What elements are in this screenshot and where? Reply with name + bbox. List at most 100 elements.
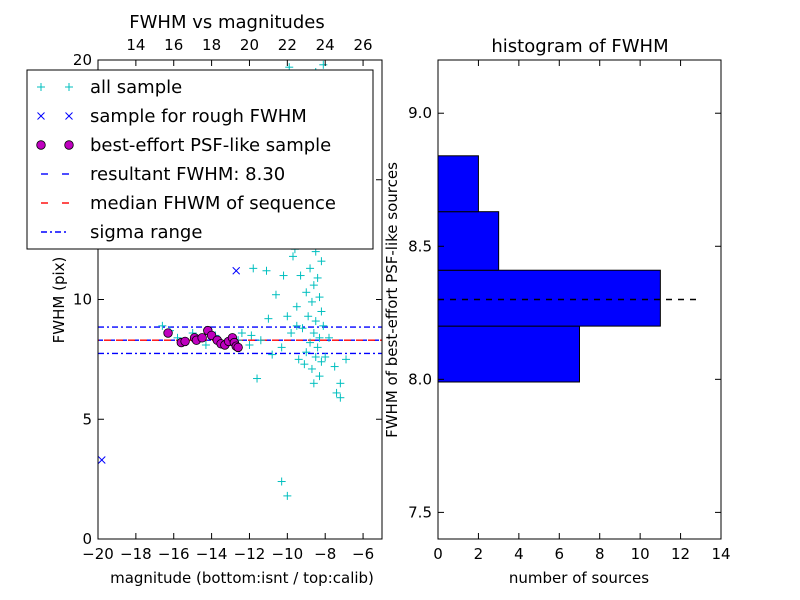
data-point: [309, 281, 318, 290]
histogram-plot-frame: [437, 59, 722, 540]
scatter-top-x-tick-label: 14: [126, 36, 145, 54]
data-point: [264, 314, 273, 323]
scatter-x-tick-label: −12: [234, 545, 266, 563]
scatter-x-tick-label: −20: [82, 545, 114, 563]
scatter-top-x-tick-label: 16: [164, 36, 183, 54]
data-point: [253, 374, 262, 383]
data-point: [306, 264, 315, 273]
data-point: [98, 456, 106, 464]
scatter-x-tick-label: −14: [196, 545, 228, 563]
data-point: [336, 393, 345, 402]
data-point: [283, 491, 292, 500]
histogram-y-axis-label: FWHM of best-effort PSF-like sources: [383, 162, 401, 438]
histogram-bar: [438, 269, 661, 327]
data-point: [302, 288, 311, 297]
histogram-x-tick-label: 12: [671, 545, 690, 563]
histogram-y-tick-label: 7.5: [408, 503, 432, 521]
data-point: [319, 321, 328, 330]
data-point: [319, 60, 328, 69]
data-point: [330, 362, 339, 371]
scatter-x-tick-label: −8: [314, 545, 336, 563]
scatter-top-x-tick-label: 24: [316, 36, 335, 54]
data-point: [277, 477, 286, 486]
histogram-y-tick-label: 9.0: [408, 104, 432, 122]
data-point: [307, 364, 316, 373]
data-point: [332, 388, 341, 397]
legend-swatch: [37, 112, 73, 120]
scatter-x-tick-label: −10: [272, 545, 304, 563]
data-point: [245, 341, 254, 350]
data-point: [315, 372, 324, 381]
scatter-x-axis-label: magnitude (bottom:isnt / top:calib): [110, 569, 374, 587]
scatter-top-x-tick-label: 18: [202, 36, 221, 54]
data-point: [304, 312, 313, 321]
histogram-bar: [438, 155, 479, 213]
data-point: [237, 329, 246, 338]
legend-entry: sigma range: [41, 222, 202, 243]
data-point: [247, 331, 256, 340]
histogram-title: histogram of FWHM: [491, 36, 668, 57]
data-point: [271, 290, 280, 299]
legend-swatch: [36, 140, 74, 150]
data-point: [336, 379, 345, 388]
scatter-y-axis-label: FWHM (pix): [50, 257, 68, 344]
histogram-y-tick-label: 8.0: [408, 370, 432, 388]
histogram-x-axis-label: number of sources: [509, 569, 649, 587]
data-point: [256, 336, 265, 345]
data-point: [324, 333, 333, 342]
legend-entry: sample for rough FWHM: [37, 106, 307, 127]
legend-entry: median FHWM of sequence: [41, 193, 336, 214]
scatter-y-tick-label: 5: [82, 410, 92, 428]
histogram-x-tick-label: 0: [433, 545, 443, 563]
data-point: [180, 336, 190, 347]
histogram-x-tick-label: 8: [595, 545, 605, 563]
legend-label: best-effort PSF-like sample: [90, 135, 331, 156]
histogram-x-tick-label: 4: [514, 545, 524, 563]
data-point: [296, 271, 305, 280]
data-point: [317, 307, 326, 316]
histogram-x-tick-label: 14: [711, 545, 730, 563]
data-point: [249, 264, 258, 273]
histogram-bar: [438, 211, 500, 271]
data-point: [294, 355, 303, 364]
legend-box: [26, 69, 374, 250]
data-point: [233, 342, 243, 353]
scatter-top-x-tick-label: 26: [354, 36, 373, 54]
histogram-bars: [438, 155, 661, 383]
data-point: [315, 293, 324, 302]
scatter-plot-frame: [97, 59, 383, 540]
scatter-top-x-tick-label: 22: [278, 36, 297, 54]
data-point: [232, 266, 241, 275]
data-point: [311, 317, 320, 326]
data-point: [317, 257, 326, 266]
data-point: [268, 350, 277, 359]
data-point: [307, 297, 316, 306]
scatter-y-tick-label: 0: [82, 530, 92, 548]
legend-entry: resultant FWHM: 8.30: [41, 164, 285, 185]
histogram-bar: [438, 325, 580, 383]
data-point: [313, 273, 322, 282]
scatter-y-tick-label: 10: [73, 291, 92, 309]
legend-label: all sample: [90, 77, 182, 98]
histogram-ticks: 0 2 4 6 8 10 12 14 7.5 8.0 8.5 9.0: [408, 60, 731, 563]
data-point: [311, 352, 320, 361]
data-point: [302, 348, 311, 357]
data-point: [298, 324, 307, 333]
legend-entry: all sample: [37, 77, 182, 98]
legend-swatch: [37, 83, 73, 91]
data-point: [342, 355, 351, 364]
data-point: [279, 271, 288, 280]
legend-label: sample for rough FWHM: [90, 106, 307, 127]
scatter-top-x-tick-label: 20: [240, 36, 259, 54]
scatter-ticks: −20 −18 −16 −14 −12 −10 −8 −6 14 16 18 20 22 24 26 0 5 10…: [73, 36, 382, 563]
data-point: [292, 302, 301, 311]
data-point: [262, 266, 271, 275]
data-point: [287, 329, 296, 338]
data-point: [289, 252, 298, 261]
data-point: [292, 321, 301, 330]
data-point: [313, 343, 322, 352]
data-point: [315, 333, 324, 342]
legend-label: resultant FWHM: 8.30: [90, 164, 285, 185]
scatter-x-tick-label: −16: [158, 545, 190, 563]
